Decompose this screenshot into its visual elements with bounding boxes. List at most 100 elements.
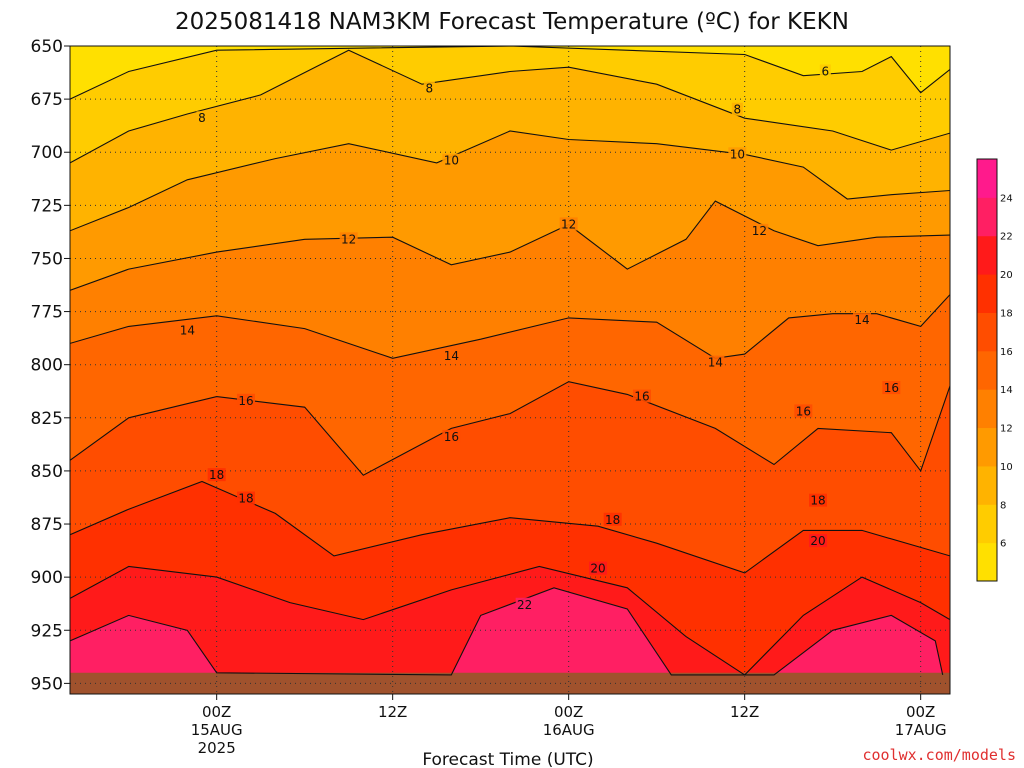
x-axis-title: Forecast Time (UTC)	[422, 750, 593, 768]
grid-lines	[70, 46, 950, 694]
contour-label-bg	[339, 232, 358, 246]
contour-label-bg	[603, 512, 622, 526]
contour-label: 22	[517, 598, 532, 612]
contour-label: 20	[590, 562, 605, 576]
y-tick-label: 675	[31, 90, 63, 110]
temperature-bands	[70, 46, 950, 694]
contour-label-bg	[809, 534, 827, 548]
ground-layer	[70, 672, 950, 694]
colorbar-tick-label: 10	[1000, 462, 1013, 473]
contour-label: 8	[426, 81, 434, 95]
colorbar: 6 8 10 12 14 16 18 20 22 24	[976, 158, 1013, 582]
contour-line-20	[70, 565, 950, 676]
colorbar-segment	[977, 235, 997, 275]
contour-label: 8	[198, 111, 206, 125]
colorbar-tick-label: 16	[1000, 347, 1013, 358]
y-axis: 650 675 700 725 750 775 800 825 850 875 900 925 950	[31, 37, 70, 694]
contour-label: 14	[854, 313, 869, 327]
x-tick-label: 12Z	[378, 703, 407, 721]
contour-label-bg	[515, 597, 534, 611]
contour-label: 14	[444, 349, 459, 363]
colorbar-segment	[977, 312, 997, 352]
colorbar-segment	[977, 159, 997, 198]
x-tick-label: 16AUG	[543, 721, 595, 739]
y-tick-label: 700	[31, 143, 63, 163]
colorbar-tick-label: 8	[1000, 500, 1006, 511]
contour-label: 16	[238, 394, 253, 408]
contour-label: 16	[634, 390, 649, 404]
contour-label: 18	[238, 492, 253, 506]
contour-line-22	[70, 587, 944, 676]
colorbar-segment	[977, 427, 997, 467]
colorbar-segment	[977, 350, 997, 390]
contour-line-18	[70, 480, 950, 574]
x-tick-label: 00Z	[202, 703, 231, 721]
x-tick-label: 15AUG	[191, 721, 243, 739]
contour-lines: 6 8 8 8 10 10 12 12 12 14 14 14 14 16 16 16 16 16 18 18 18 18…	[70, 46, 950, 676]
x-tick-label: 2025	[198, 739, 236, 757]
plot-frame	[69, 45, 951, 695]
x-tick-label: 00Z	[554, 703, 583, 721]
contour-label-bg	[442, 429, 461, 443]
temperature-band-22	[70, 587, 950, 694]
contour-label: 10	[444, 154, 459, 168]
contour-label: 16	[884, 381, 899, 395]
credit-text: coolwx.com/models	[862, 746, 1016, 764]
y-tick-label: 900	[31, 568, 63, 588]
y-tick-label: 800	[31, 356, 63, 376]
contour-label-bg	[589, 561, 607, 575]
chart-title: 2025081418 NAM3KM Forecast Temperature (…	[175, 9, 849, 35]
contour-label-bg	[178, 323, 197, 337]
contour-label: 16	[796, 404, 811, 418]
y-tick-label: 825	[31, 409, 63, 429]
contour-label: 12	[341, 232, 356, 246]
x-tick-label: 00Z	[906, 703, 935, 721]
contour-label: 14	[180, 324, 195, 338]
contour-label: 12	[752, 224, 767, 238]
colorbar-tick-label: 20	[1000, 270, 1013, 281]
contour-label-bg	[207, 468, 226, 482]
y-tick-label: 750	[31, 249, 63, 269]
contour-label: 6	[822, 64, 830, 78]
colorbar-segment	[977, 465, 997, 505]
contour-label-bg	[196, 111, 208, 125]
contour-label-bg	[750, 223, 769, 237]
y-tick-label: 650	[31, 37, 63, 57]
contour-label-bg	[442, 153, 461, 167]
colorbar-tick-label: 18	[1000, 308, 1013, 319]
x-tick-label: 12Z	[730, 703, 759, 721]
x-tick-label: 17AUG	[895, 721, 947, 739]
colorbar-tick-label: 14	[1000, 385, 1013, 396]
colorbar-tick-label: 22	[1000, 232, 1013, 243]
y-tick-label: 850	[31, 462, 63, 482]
colorbar-segment	[977, 542, 997, 582]
y-tick-label: 950	[31, 674, 63, 694]
colorbar-frame	[976, 158, 998, 582]
contour-label-bg	[237, 491, 255, 505]
contour-label: 18	[810, 494, 825, 508]
contour-line-6	[70, 46, 950, 100]
colorbar-tick-label: 24	[1000, 193, 1013, 204]
contour-label-bg	[794, 404, 813, 418]
contour-label-bg	[706, 355, 725, 369]
contour-label-bg	[237, 393, 255, 407]
colorbar-tick-label: 6	[1000, 539, 1006, 550]
contour-label-bg	[853, 313, 871, 327]
contour-label-bg	[633, 389, 651, 403]
contour-label: 8	[734, 103, 742, 117]
colorbar-segment	[977, 504, 997, 544]
contour-label: 16	[444, 430, 459, 444]
contour-label: 10	[730, 147, 745, 161]
plot-area: 6 8 8 8 10 10 12 12 12 14 14 14 14 16 16 16 16 16 18 18 18 18…	[70, 46, 950, 694]
y-tick-label: 875	[31, 515, 63, 535]
y-tick-label: 775	[31, 303, 63, 323]
colorbar-segment	[977, 274, 997, 313]
contour-label-bg	[809, 493, 827, 507]
contour-label-bg	[731, 102, 743, 116]
contour-label-bg	[882, 381, 901, 395]
colorbar-segment	[977, 389, 997, 429]
y-tick-label: 925	[31, 621, 63, 641]
contour-label: 18	[209, 468, 224, 482]
